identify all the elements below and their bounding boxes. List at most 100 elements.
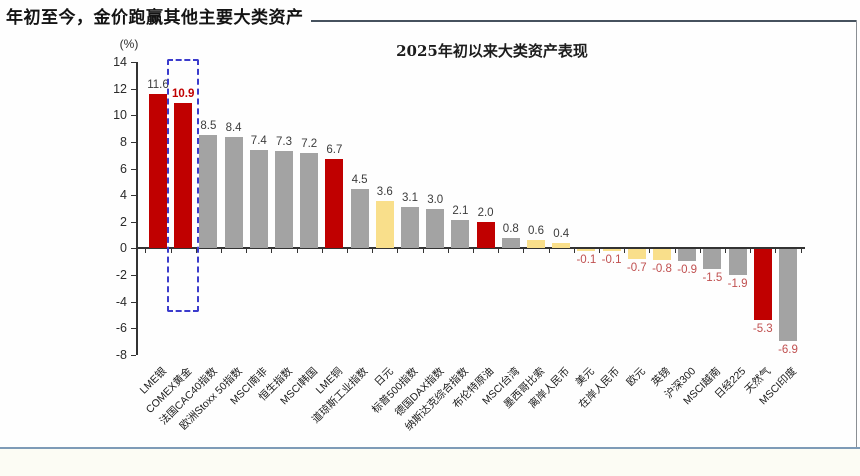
axis-tick bbox=[195, 249, 197, 254]
chart-bar bbox=[325, 159, 344, 249]
y-axis-tick-label: 12 bbox=[113, 81, 127, 96]
chart-bar bbox=[426, 208, 445, 249]
axis-tick bbox=[131, 168, 136, 170]
axis-tick bbox=[131, 221, 136, 223]
axis-tick bbox=[131, 301, 136, 303]
axis-tick bbox=[573, 249, 575, 254]
chart-bar bbox=[451, 220, 470, 249]
bar-value-label: 2.0 bbox=[477, 206, 494, 219]
axis-tick bbox=[131, 355, 136, 356]
axis-tick bbox=[775, 249, 777, 254]
chart-bar bbox=[300, 152, 319, 249]
y-axis-tick-label: 8 bbox=[120, 134, 127, 149]
chart-bar bbox=[552, 243, 571, 249]
bar-value-label: -0.9 bbox=[677, 264, 698, 277]
chart-bar bbox=[401, 207, 419, 249]
y-axis-tick-label: 14 bbox=[113, 55, 127, 69]
axis-tick bbox=[321, 249, 323, 254]
bar-value-label: 10.9 bbox=[171, 88, 195, 101]
axis-tick bbox=[649, 249, 651, 254]
axis-tick bbox=[271, 249, 273, 254]
bar-value-label: -0.1 bbox=[601, 253, 622, 266]
axis-tick bbox=[296, 249, 298, 254]
bar-value-label: 3.1 bbox=[402, 192, 418, 205]
title-underline bbox=[311, 20, 857, 22]
footer-strip bbox=[0, 449, 860, 476]
axis-tick bbox=[347, 249, 348, 254]
axis-tick bbox=[699, 249, 701, 254]
axis-tick bbox=[599, 249, 600, 254]
bar-value-label: 3.0 bbox=[427, 193, 444, 206]
axis-tick bbox=[131, 115, 136, 117]
bar-value-label: 7.4 bbox=[250, 134, 267, 147]
axis-tick bbox=[145, 249, 147, 254]
footer-divider bbox=[0, 447, 860, 449]
bar-value-label: 7.2 bbox=[301, 137, 318, 150]
bar-value-label: -0.7 bbox=[626, 261, 647, 274]
y-axis-tick-label: 10 bbox=[113, 108, 127, 123]
axis-tick bbox=[372, 249, 374, 254]
bar-value-label: 2.1 bbox=[452, 205, 469, 218]
x-axis-category-label: 欧元 bbox=[624, 365, 648, 389]
bar-value-label: 8.5 bbox=[200, 120, 217, 133]
axis-tick bbox=[131, 62, 136, 63]
bar-value-label: 3.6 bbox=[376, 185, 393, 198]
axis-tick bbox=[447, 249, 449, 254]
chart-bar bbox=[753, 249, 772, 321]
axis-tick bbox=[523, 249, 525, 254]
chart-bar bbox=[627, 249, 646, 259]
chart-bar bbox=[350, 188, 369, 249]
chart-bar bbox=[678, 249, 697, 262]
axis-tick bbox=[624, 249, 626, 254]
axis-tick bbox=[131, 248, 136, 250]
axis-tick bbox=[498, 249, 500, 254]
highlight-dashed-box bbox=[167, 59, 200, 312]
chart-bar bbox=[375, 200, 394, 249]
bar-value-label: -6.9 bbox=[778, 344, 798, 357]
chart-bar bbox=[149, 93, 167, 249]
bar-value-label: 0.6 bbox=[528, 225, 544, 238]
y-axis-tick-label: 0 bbox=[120, 241, 127, 256]
axis-tick bbox=[473, 249, 474, 254]
axis-tick bbox=[674, 249, 676, 254]
bar-value-label: -1.9 bbox=[727, 277, 748, 290]
chart-title: 2025年初以来大类资产表现 bbox=[396, 42, 588, 60]
y-axis-tick-label: -4 bbox=[115, 294, 127, 309]
chart-bar bbox=[501, 237, 520, 249]
chart-bar bbox=[728, 249, 747, 275]
y-axis-tick-label: 4 bbox=[120, 188, 127, 203]
axis-tick bbox=[170, 249, 172, 254]
y-axis-tick-label: -8 bbox=[115, 348, 127, 362]
axis-tick bbox=[221, 249, 222, 254]
x-axis-zero-line bbox=[137, 247, 805, 250]
bar-value-label: -5.3 bbox=[752, 323, 773, 336]
axis-tick bbox=[750, 249, 752, 254]
chart-bar bbox=[779, 249, 797, 342]
y-axis-line bbox=[136, 62, 138, 355]
axis-tick bbox=[800, 249, 802, 254]
bar-value-label: 0.4 bbox=[553, 228, 570, 241]
page-right-border bbox=[856, 20, 857, 448]
chart-bar bbox=[703, 249, 722, 270]
page-title: 年初至今，金价跑赢其他主要大类资产 bbox=[6, 8, 304, 28]
y-axis-tick-label: -2 bbox=[115, 268, 127, 283]
chart-bar bbox=[602, 249, 621, 251]
axis-tick bbox=[725, 249, 726, 254]
chart-bar bbox=[476, 221, 495, 249]
bar-value-label: 8.4 bbox=[225, 121, 242, 134]
axis-tick bbox=[548, 249, 550, 254]
bar-value-label: -0.1 bbox=[576, 253, 597, 266]
bar-value-label: 7.3 bbox=[276, 136, 292, 149]
chart-bar bbox=[249, 149, 268, 249]
axis-tick bbox=[397, 249, 399, 254]
bar-value-label: 11.6 bbox=[147, 78, 169, 91]
axis-tick bbox=[131, 195, 136, 197]
axis-tick bbox=[131, 141, 136, 143]
y-axis-tick-label: 6 bbox=[120, 161, 127, 176]
axis-tick bbox=[246, 249, 248, 254]
axis-tick bbox=[422, 249, 424, 254]
y-axis-tick-label: -6 bbox=[115, 321, 127, 336]
bar-value-label: 0.8 bbox=[502, 222, 519, 235]
